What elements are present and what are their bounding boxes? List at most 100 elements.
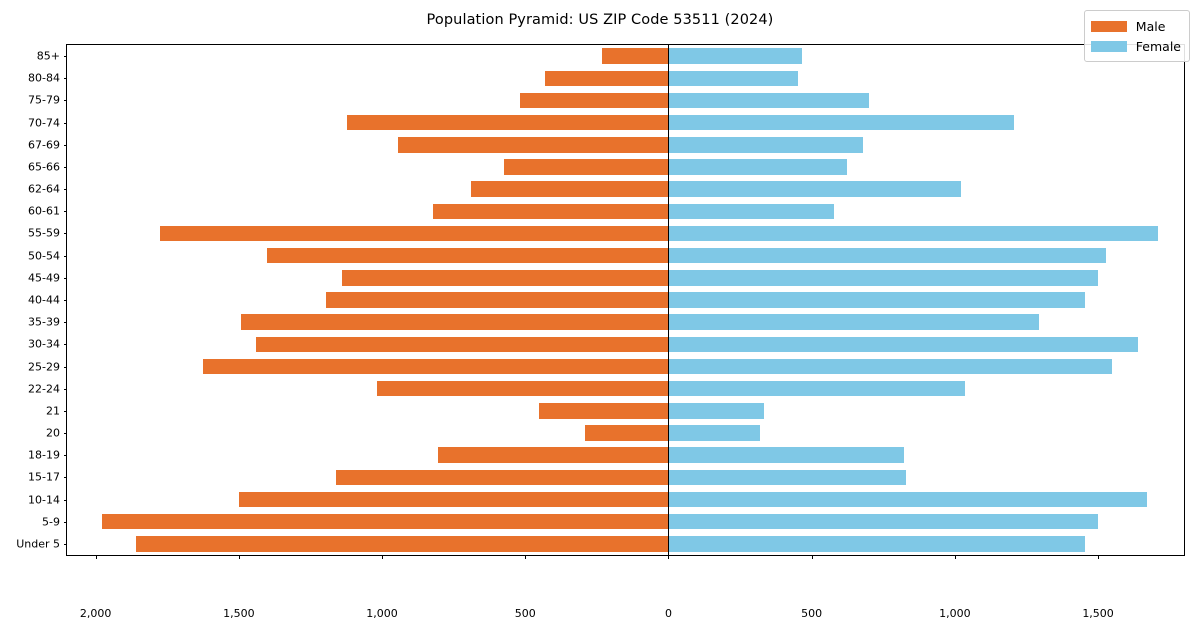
bar-male bbox=[438, 447, 669, 463]
y-axis-tick-label: 30-34 bbox=[28, 337, 60, 351]
y-axis-tick-mark bbox=[63, 166, 67, 168]
y-axis-tick-mark bbox=[63, 277, 67, 279]
bar-male bbox=[203, 358, 669, 375]
bar-row bbox=[67, 225, 1184, 242]
bar-female bbox=[668, 314, 1040, 330]
bar-male bbox=[266, 247, 669, 264]
y-axis-tick-mark bbox=[63, 300, 67, 301]
x-axis-tick-label: 2,000 bbox=[79, 607, 112, 620]
y-axis-tick-mark bbox=[63, 122, 67, 124]
y-axis-tick-label: 18-19 bbox=[28, 448, 60, 462]
y-axis-tick-label: 5-9 bbox=[42, 515, 60, 529]
y-axis-tick-label: 50-54 bbox=[28, 249, 60, 263]
bar-male bbox=[602, 48, 669, 64]
bar-row bbox=[67, 403, 1184, 419]
page-title: Population Pyramid: US ZIP Code 53511 (2… bbox=[426, 12, 774, 28]
bar-row bbox=[67, 92, 1184, 109]
bar-female bbox=[668, 114, 1014, 131]
bar-female bbox=[668, 270, 1099, 286]
y-axis-tick-label: 80-84 bbox=[28, 71, 60, 85]
y-axis-tick-label: 22-24 bbox=[28, 382, 60, 396]
x-axis-tick-mark bbox=[238, 555, 240, 559]
legend-item-male: Male bbox=[1090, 16, 1181, 36]
bar-male bbox=[377, 380, 669, 397]
y-axis-tick-label: 67-69 bbox=[28, 138, 60, 152]
bar-row bbox=[67, 336, 1184, 353]
bar-male bbox=[398, 137, 669, 153]
bar-female bbox=[668, 70, 798, 87]
bar-female bbox=[668, 513, 1099, 530]
x-axis-tick-mark bbox=[811, 555, 813, 559]
y-axis-tick-mark bbox=[63, 477, 67, 479]
y-axis-tick-mark bbox=[63, 100, 67, 102]
y-axis-tick-mark bbox=[63, 366, 67, 368]
bar-male bbox=[335, 469, 669, 486]
bar-female bbox=[668, 469, 907, 486]
bar-row bbox=[67, 247, 1184, 264]
bar-row bbox=[67, 137, 1184, 153]
x-axis-tick-mark bbox=[95, 555, 97, 559]
bar-row bbox=[67, 469, 1184, 486]
legend-label-male: Male bbox=[1135, 18, 1166, 34]
x-axis-tick-label: 500 bbox=[801, 607, 823, 620]
bar-female bbox=[668, 203, 835, 220]
y-axis-tick-label: 75-79 bbox=[28, 93, 60, 107]
bar-male bbox=[433, 203, 669, 220]
bar-male bbox=[342, 270, 669, 286]
y-axis-tick-label: 60-61 bbox=[28, 204, 60, 218]
bar-female bbox=[668, 491, 1148, 508]
legend-item-female: Female bbox=[1090, 36, 1181, 56]
bar-row bbox=[67, 203, 1184, 220]
x-axis-tick-mark bbox=[668, 555, 670, 559]
population-pyramid-figure: Population Pyramid: US ZIP Code 53511 (2… bbox=[16, 10, 1190, 620]
bar-female bbox=[668, 536, 1085, 552]
y-axis-tick-mark bbox=[63, 499, 67, 501]
x-axis-tick-label: 1,000 bbox=[939, 607, 971, 620]
x-axis-tick-label: 0 bbox=[664, 607, 672, 620]
y-axis-tick-label: 40-44 bbox=[28, 293, 60, 307]
y-axis-tick-mark bbox=[63, 543, 67, 545]
bar-male bbox=[584, 425, 669, 441]
bar-row bbox=[67, 491, 1184, 508]
legend-swatch-male-icon bbox=[1090, 20, 1127, 32]
bar-male bbox=[135, 536, 669, 552]
y-axis-tick-mark bbox=[63, 255, 67, 257]
bar-female bbox=[668, 48, 802, 64]
bar-female bbox=[668, 380, 965, 397]
y-axis-tick-mark bbox=[63, 56, 67, 58]
zero-axis-line bbox=[667, 45, 670, 555]
legend-label-female: Female bbox=[1135, 38, 1181, 54]
y-axis-tick-label: 10-14 bbox=[28, 493, 60, 507]
bar-female bbox=[668, 425, 760, 441]
y-axis-tick-mark bbox=[63, 521, 67, 523]
y-axis-tick-mark bbox=[63, 189, 67, 191]
bar-row bbox=[67, 48, 1184, 64]
y-axis-tick-label: 65-66 bbox=[28, 160, 60, 174]
bar-male bbox=[347, 114, 669, 131]
bar-female bbox=[668, 225, 1158, 242]
y-axis-tick-label: 25-29 bbox=[28, 360, 60, 374]
bar-female bbox=[668, 403, 764, 419]
y-axis-tick-label: 21 bbox=[46, 404, 60, 418]
bar-male bbox=[539, 403, 669, 419]
bar-row bbox=[67, 513, 1184, 530]
y-axis-tick-mark bbox=[63, 78, 67, 80]
bar-female bbox=[668, 181, 961, 197]
bar-male bbox=[520, 92, 669, 109]
bar-female bbox=[668, 447, 904, 463]
y-axis-tick-label: 35-39 bbox=[28, 315, 60, 329]
bar-male bbox=[238, 491, 669, 508]
bars-layer bbox=[67, 45, 1184, 555]
x-axis-tick-mark bbox=[382, 555, 384, 559]
y-axis-tick-mark bbox=[63, 322, 67, 324]
y-axis-tick-mark bbox=[63, 433, 67, 435]
y-axis-tick-label: 85+ bbox=[36, 49, 60, 63]
y-axis-tick-mark bbox=[63, 211, 67, 213]
y-axis-tick-label: 45-49 bbox=[28, 271, 60, 285]
x-axis-tick-label: 1,000 bbox=[366, 607, 398, 620]
y-axis-tick-mark bbox=[63, 344, 67, 346]
y-axis-tick-label: 20 bbox=[46, 426, 60, 440]
bar-female bbox=[668, 92, 869, 109]
bar-row bbox=[67, 181, 1184, 197]
bar-female bbox=[668, 159, 847, 175]
